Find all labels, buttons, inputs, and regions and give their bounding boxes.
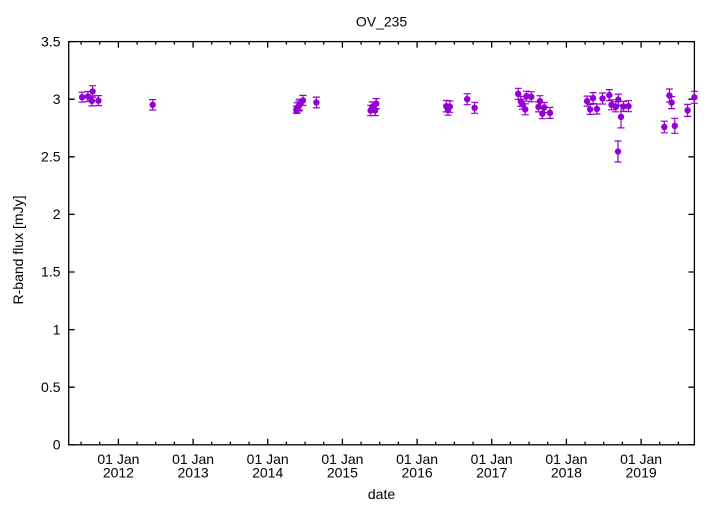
svg-text:2014: 2014 — [252, 465, 283, 481]
svg-text:3: 3 — [53, 91, 61, 107]
svg-text:date: date — [368, 486, 395, 502]
svg-text:01 Jan: 01 Jan — [396, 451, 438, 467]
svg-text:1.5: 1.5 — [41, 264, 61, 280]
svg-text:2.5: 2.5 — [41, 149, 61, 165]
svg-text:R-band flux [mJy]: R-band flux [mJy] — [10, 196, 26, 305]
svg-text:01 Jan: 01 Jan — [97, 451, 139, 467]
svg-text:01 Jan: 01 Jan — [321, 451, 363, 467]
svg-text:2016: 2016 — [402, 465, 433, 481]
svg-text:2013: 2013 — [178, 465, 209, 481]
svg-text:01 Jan: 01 Jan — [620, 451, 662, 467]
svg-text:01 Jan: 01 Jan — [471, 451, 513, 467]
svg-text:0: 0 — [53, 437, 61, 453]
svg-text:01 Jan: 01 Jan — [172, 451, 214, 467]
svg-text:2017: 2017 — [476, 465, 507, 481]
svg-text:2018: 2018 — [551, 465, 582, 481]
svg-text:OV_235: OV_235 — [356, 13, 408, 29]
svg-text:1: 1 — [53, 321, 61, 337]
svg-text:3.5: 3.5 — [41, 33, 61, 49]
svg-text:01 Jan: 01 Jan — [247, 451, 289, 467]
svg-text:0.5: 0.5 — [41, 379, 61, 395]
svg-text:01 Jan: 01 Jan — [545, 451, 587, 467]
svg-text:2012: 2012 — [103, 465, 134, 481]
svg-text:2015: 2015 — [327, 465, 358, 481]
svg-text:2: 2 — [53, 206, 61, 222]
svg-text:2019: 2019 — [626, 465, 657, 481]
